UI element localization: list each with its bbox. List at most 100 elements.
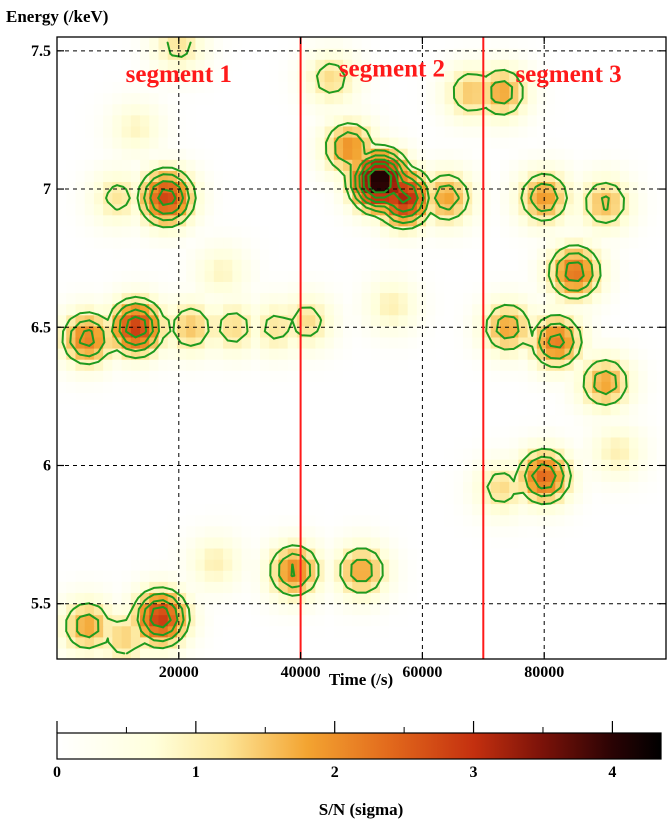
heat-cell (573, 314, 584, 327)
heat-cell (407, 625, 418, 638)
heat-cell (232, 470, 243, 482)
heat-cell (269, 214, 280, 227)
heat-cell (647, 314, 658, 327)
heat-cell (582, 570, 593, 582)
heat-cell (407, 447, 418, 460)
heat-cell (536, 336, 547, 349)
heat-cell (472, 225, 483, 238)
heat-cell (592, 570, 603, 582)
heat-cell (75, 92, 86, 105)
heat-cell (241, 570, 252, 582)
heat-cell (453, 37, 464, 49)
heat-cell (370, 359, 381, 371)
heat-cell (140, 248, 150, 260)
heat-cell (195, 181, 206, 194)
heat-cell (232, 559, 243, 571)
heat-cell (582, 536, 593, 549)
heat-cell (536, 359, 547, 371)
heat-cell (601, 514, 612, 527)
heat-cell (315, 625, 326, 638)
heat-cell (389, 103, 400, 116)
heat-cell (389, 92, 400, 105)
heat-cell (481, 270, 492, 282)
heat-cell (158, 381, 169, 394)
heat-cell (306, 625, 316, 638)
heat-cell (121, 159, 132, 171)
heat-cell (158, 536, 169, 549)
heat-cell (546, 70, 556, 83)
heat-cell (260, 214, 270, 227)
heat-cell (57, 259, 67, 271)
heat-cell (260, 647, 270, 660)
heat-cell (324, 281, 335, 294)
heat-cell (481, 348, 492, 360)
heat-cell (361, 270, 372, 282)
heat-cell (121, 514, 132, 527)
heat-cell (213, 614, 224, 627)
heat-cell (610, 514, 621, 527)
heat-cell (223, 270, 233, 282)
heat-cell (176, 359, 187, 371)
heat-cell (582, 370, 593, 382)
heat-cell (601, 303, 612, 316)
heat-cell (287, 270, 298, 282)
heat-cell (472, 547, 483, 560)
heat-cell (343, 70, 353, 83)
heat-cell (84, 225, 95, 238)
heat-cell (499, 336, 510, 349)
heat-cell (499, 603, 510, 616)
heat-cell (379, 303, 390, 316)
heat-cell (416, 570, 427, 582)
heat-cell (232, 81, 243, 94)
heat-cell (379, 259, 390, 271)
heat-cell (518, 459, 529, 471)
heat-cell (121, 248, 132, 260)
heat-cell (204, 636, 215, 649)
heat-cell (84, 370, 95, 382)
heat-cell (213, 136, 224, 149)
heat-cell (601, 370, 612, 382)
heat-cell (444, 248, 455, 260)
heat-cell (195, 459, 206, 471)
heat-cell (176, 403, 187, 416)
heat-cell (398, 459, 409, 471)
heat-cell (435, 370, 446, 382)
heat-cell (213, 37, 224, 49)
heat-cell (103, 259, 113, 271)
heat-cell (103, 370, 113, 382)
heat-cell (573, 325, 584, 338)
heat-cell (370, 48, 381, 60)
heat-cell (555, 525, 566, 538)
heat-cell (278, 581, 289, 593)
heat-cell (149, 48, 160, 60)
heat-cell (75, 614, 86, 627)
heat-cell (629, 59, 639, 71)
heat-cell (592, 148, 603, 160)
heat-cell (555, 425, 566, 438)
heat-cell (629, 203, 639, 216)
heat-cell (149, 225, 160, 238)
heat-cell (361, 514, 372, 527)
heat-cell (204, 148, 215, 160)
heat-cell (472, 303, 483, 316)
heat-cell (241, 581, 252, 593)
heat-cell (333, 270, 344, 282)
heat-cell (619, 125, 630, 138)
heat-cell (278, 236, 289, 249)
heat-cell (343, 92, 353, 105)
heat-cell (564, 492, 575, 505)
heat-cell (638, 603, 649, 616)
heat-cell (435, 114, 446, 127)
heat-cell (647, 70, 658, 83)
heat-cell (269, 536, 280, 549)
heat-cell (416, 303, 427, 316)
heat-cell (592, 248, 603, 260)
heat-cell (241, 214, 252, 227)
heat-cell (195, 170, 206, 182)
heat-cell (333, 647, 344, 660)
heat-cell (167, 225, 178, 238)
heat-cell (250, 503, 261, 516)
heat-cell (573, 192, 584, 205)
heat-cell (481, 414, 492, 427)
heat-cell (564, 281, 575, 294)
